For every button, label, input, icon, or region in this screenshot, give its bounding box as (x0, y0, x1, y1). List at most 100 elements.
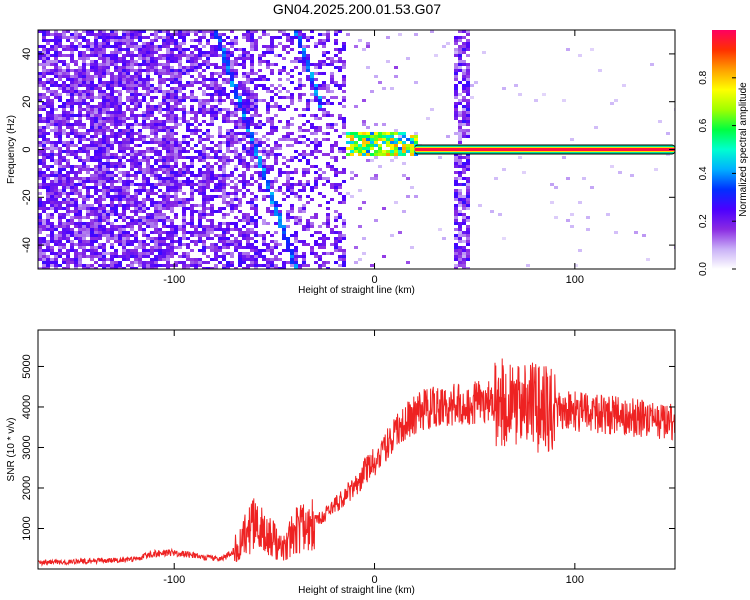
spectrogram-cell (118, 123, 122, 126)
spectrogram-cell (74, 144, 78, 147)
spectrogram-cell (146, 192, 150, 195)
spectrogram-cell (218, 240, 222, 243)
spectrogram-cell (274, 255, 278, 258)
spectrogram-cell (238, 264, 242, 267)
spectrogram-cell (142, 255, 146, 258)
spectrogram-cell (210, 213, 214, 216)
spectrogram-cell (62, 60, 66, 63)
spectrogram-cell (354, 45, 358, 48)
spectrogram-cell (226, 267, 230, 269)
spectrogram-cell (594, 126, 598, 129)
spectrogram-cell (158, 120, 162, 123)
spectrogram-cell (90, 117, 94, 120)
spectrogram-cell (190, 129, 194, 132)
spectrogram-cell (190, 84, 194, 87)
spectrogram-cell (246, 228, 250, 231)
spectrogram-cell (102, 246, 106, 249)
spectrogram-cell (154, 240, 158, 243)
spectrogram-cell (214, 225, 218, 228)
spectrogram-cell (174, 240, 178, 243)
spectrogram-cell (62, 261, 66, 264)
spectrogram-cell (202, 204, 206, 207)
spectrogram-cell (230, 78, 234, 81)
spectrogram-cell (402, 144, 406, 147)
spectrogram-cell (238, 57, 242, 60)
spectrogram-cell (46, 189, 50, 192)
spectrogram-cell (266, 165, 270, 168)
spectrogram-cell (462, 96, 466, 99)
spectrogram-cell (38, 171, 42, 174)
spectrogram-cell (274, 141, 278, 144)
spectrogram-cell (166, 162, 170, 165)
spectrogram-cell (158, 141, 162, 144)
spectrogram-cell (130, 93, 134, 96)
spectrogram-cell (146, 150, 150, 153)
spectrogram-cell (158, 255, 162, 258)
spectrogram-cell (186, 144, 190, 147)
spectrogram-cell (150, 246, 154, 249)
spectrogram-cell (82, 147, 86, 150)
spectrogram-cell (250, 219, 254, 222)
spectrogram-cell (266, 171, 270, 174)
spectrogram-cell (362, 201, 366, 204)
spectrogram-cell (98, 258, 102, 261)
spectrogram-cell (458, 183, 462, 186)
spectrogram-cell (258, 159, 262, 162)
spectrogram-cell (298, 240, 302, 243)
spectrogram-cell (210, 171, 214, 174)
spectrogram-cell (294, 240, 298, 243)
spectrogram-cell (266, 117, 270, 120)
spectrogram-cell (178, 96, 182, 99)
spectrogram-cell (174, 105, 178, 108)
spectrogram-cell (106, 240, 110, 243)
spectrogram-cell (166, 258, 170, 261)
spectrogram-cell (290, 93, 294, 96)
spectrogram-cell (122, 198, 126, 201)
spectrogram-cell (86, 192, 90, 195)
spectrogram-cell (458, 138, 462, 141)
spectrogram-cell (294, 30, 298, 33)
spectrogram-cell (318, 192, 322, 195)
spectrogram-cell (366, 159, 370, 162)
spectrogram-cell (398, 231, 402, 234)
spectrogram-cell (166, 63, 170, 66)
spectrogram-cell (118, 195, 122, 198)
spectrogram-cell (150, 198, 154, 201)
spectrogram-cell (230, 144, 234, 147)
spectrogram-cell (286, 180, 290, 183)
spectrogram-cell (54, 114, 58, 117)
spectrogram-cell (154, 207, 158, 210)
spectrogram-cell (342, 237, 346, 240)
spectrogram-cell (102, 111, 106, 114)
spectrogram-cell (466, 186, 470, 189)
spectrogram-cell (338, 249, 342, 252)
spectrogram-cell (110, 195, 114, 198)
spectrogram-cell (102, 234, 106, 237)
spectrogram-cell (314, 261, 318, 264)
spectrogram-cell (146, 45, 150, 48)
spectrogram-cell (406, 144, 410, 147)
spectrogram-cell (134, 150, 138, 153)
spectrogram-cell (354, 246, 358, 249)
spectrogram-cell (238, 228, 242, 231)
spectrogram-cell (194, 189, 198, 192)
spectrogram-cell (414, 132, 418, 135)
spectrogram-cell (322, 81, 326, 84)
spectrogram-cell (98, 234, 102, 237)
spectrogram-cell (106, 153, 110, 156)
spectrogram-cell (50, 165, 54, 168)
spectrogram-cell (146, 90, 150, 93)
spectrogram-cell (266, 120, 270, 123)
spectrogram-cell (66, 72, 70, 75)
spectrogram-cell (74, 243, 78, 246)
spectrogram-cell (82, 84, 86, 87)
spectrogram-cell (158, 252, 162, 255)
spectrogram-cell (50, 141, 54, 144)
spectrogram-cell (142, 63, 146, 66)
spectrogram-cell (322, 45, 326, 48)
spectrogram-cell (174, 165, 178, 168)
spectrogram-cell (358, 258, 362, 261)
spectrogram-cell (342, 96, 346, 99)
spectrogram-cell (54, 69, 58, 72)
spectrogram-cell (454, 102, 458, 105)
